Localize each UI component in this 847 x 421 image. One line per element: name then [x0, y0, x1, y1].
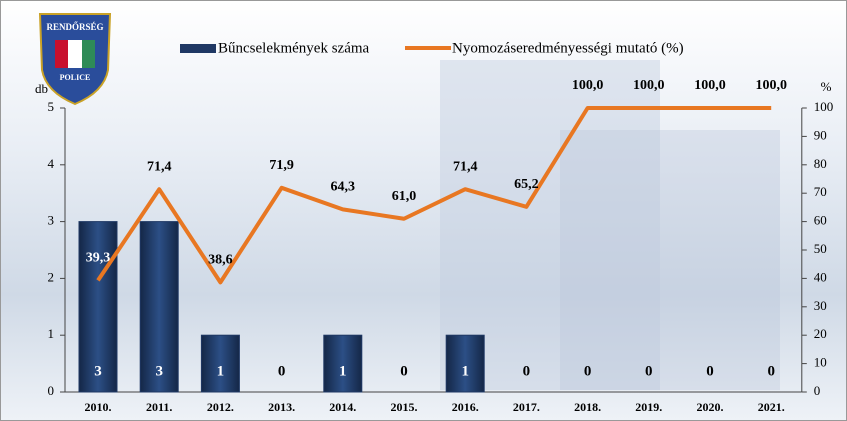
line-value-label: 100,0 — [633, 78, 665, 93]
bar-value-label: 1 — [339, 363, 347, 379]
legend-swatch — [180, 44, 216, 53]
y2-tick-label: 60 — [814, 213, 827, 228]
y2-tick-label: 100 — [814, 99, 834, 114]
y-tick-label: 4 — [48, 156, 55, 171]
legend-label: Nyomozáseredményességi mutató (%) — [452, 40, 684, 56]
x-tick-label: 2017. — [513, 400, 540, 414]
y2-tick-label: 0 — [814, 383, 821, 398]
x-tick-label: 2020. — [697, 400, 724, 414]
line-value-label: 100,0 — [694, 78, 726, 93]
line-value-label: 100,0 — [572, 78, 604, 93]
line-value-label: 71,9 — [269, 158, 294, 173]
background-building — [560, 130, 780, 390]
x-tick-label: 2018. — [574, 400, 601, 414]
bar-value-label: 0 — [400, 363, 408, 379]
line-value-label: 100,0 — [755, 78, 787, 93]
y-tick-label: 1 — [48, 326, 55, 341]
y2-tick-label: 50 — [814, 241, 827, 256]
line-value-label: 71,4 — [147, 159, 172, 174]
y2-tick-label: 30 — [814, 298, 827, 313]
bar-value-label: 3 — [155, 363, 163, 379]
x-tick-label: 2015. — [391, 400, 418, 414]
bar-value-label: 0 — [278, 363, 286, 379]
line-value-label: 64,3 — [331, 180, 356, 195]
bar-value-label: 0 — [767, 363, 775, 379]
y2-tick-label: 80 — [814, 156, 827, 171]
bar-value-label: 1 — [461, 363, 469, 379]
x-tick-label: 2014. — [329, 400, 356, 414]
bar-value-label: 0 — [523, 363, 531, 379]
line-value-label: 38,6 — [208, 253, 233, 268]
y-tick-label: 2 — [48, 269, 55, 284]
bar-value-label: 0 — [584, 363, 592, 379]
logo-text: RENDŐRSÉG — [46, 22, 103, 32]
bar-value-label: 0 — [645, 363, 653, 379]
bar-value-label: 0 — [706, 363, 714, 379]
line-value-label: 71,4 — [453, 159, 478, 174]
x-tick-label: 2019. — [635, 400, 662, 414]
y2-tick-label: 20 — [814, 326, 827, 341]
logo-text: POLICE — [60, 73, 91, 82]
line-value-label: 61,0 — [392, 189, 417, 204]
x-tick-label: 2010. — [85, 400, 112, 414]
y-axis-label: db — [35, 81, 48, 96]
chart: RENDŐRSÉG POLICE db % 012345010203040506… — [0, 0, 847, 421]
y2-tick-label: 40 — [814, 269, 827, 284]
y-tick-label: 5 — [48, 99, 55, 114]
x-tick-label: 2016. — [452, 400, 479, 414]
y-tick-label: 3 — [48, 213, 55, 228]
line-value-label: 39,3 — [86, 251, 111, 266]
line-value-label: 65,2 — [514, 177, 539, 192]
bar-value-label: 3 — [94, 363, 102, 379]
y2-tick-label: 10 — [814, 355, 827, 370]
bar-value-label: 1 — [217, 363, 225, 379]
x-tick-label: 2012. — [207, 400, 234, 414]
y2-tick-label: 70 — [814, 184, 827, 199]
legend-label: Bűncselekmények száma — [218, 40, 370, 56]
x-tick-label: 2011. — [146, 400, 172, 414]
y2-tick-label: 90 — [814, 127, 827, 142]
y2-axis-label: % — [821, 79, 832, 94]
x-tick-label: 2013. — [268, 400, 295, 414]
y-tick-label: 0 — [48, 383, 55, 398]
x-tick-label: 2021. — [758, 400, 785, 414]
